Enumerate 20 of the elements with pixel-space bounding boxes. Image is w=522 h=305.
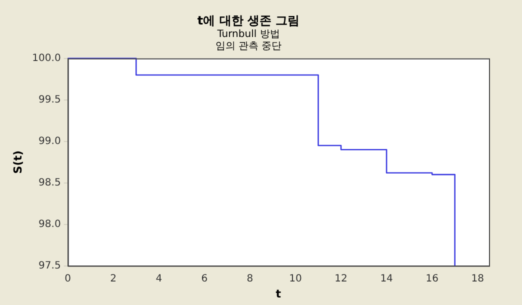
x-tick-label: 8 [246, 273, 254, 284]
y-tick-label: 100.0 [32, 52, 61, 64]
y-tick-label: 98.5 [38, 177, 61, 188]
y-tick-label: 98.0 [38, 218, 61, 230]
y-tick-label: 99.0 [38, 136, 61, 147]
x-tick-label: 12 [334, 273, 348, 284]
chart-title: t에 대한 생존 그림 [197, 13, 300, 28]
x-tick-label: 2 [110, 273, 117, 284]
x-tick-label: 14 [380, 273, 393, 284]
y-tick-label: 97.5 [38, 260, 61, 272]
y-tick-label: 99.5 [38, 94, 61, 106]
chart-subtitle: Turnbull 방법 임의 관측 중단 [215, 28, 282, 52]
x-tick-label: 18 [471, 273, 484, 284]
y-axis-title: S(t) [11, 150, 24, 174]
x-tick-label: 16 [426, 273, 438, 284]
x-tick-label: 10 [289, 273, 302, 284]
x-tick-label: 0 [64, 273, 72, 284]
x-axis-title: t [276, 287, 282, 300]
x-tick-label: 4 [156, 273, 162, 284]
x-tick-label: 6 [201, 273, 208, 284]
